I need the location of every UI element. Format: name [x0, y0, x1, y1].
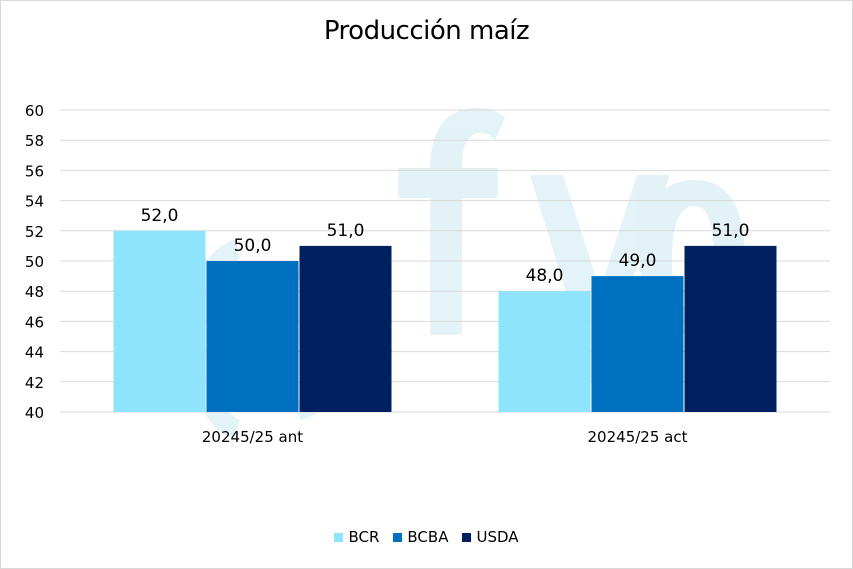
bar-bcba [591, 276, 684, 412]
x-category-label: 20245/25 ant [202, 428, 303, 446]
y-tick-label: 46 [25, 313, 44, 331]
y-tick-label: 56 [25, 162, 44, 180]
legend-item-bcr: BCR [334, 528, 379, 546]
bar-usda [684, 245, 777, 412]
y-tick-label: 44 [25, 344, 44, 362]
y-tick-label: 60 [25, 102, 44, 120]
legend-label: BCBA [407, 528, 449, 546]
legend-item-usda: USDA [462, 528, 519, 546]
y-tick-label: 54 [25, 193, 44, 211]
data-label: 48,0 [526, 266, 564, 286]
legend-item-bcba: BCBA [393, 528, 448, 546]
data-label: 52,0 [141, 206, 179, 226]
chart-title: Producción maíz [323, 16, 530, 46]
data-label: 49,0 [619, 251, 657, 271]
y-tick-label: 48 [25, 283, 44, 301]
data-label: 50,0 [234, 236, 272, 256]
y-tick-label: 50 [25, 253, 44, 271]
bar-bcr [113, 230, 206, 412]
y-tick-label: 58 [25, 132, 44, 150]
bar-usda [299, 245, 392, 412]
x-category-label: 20245/25 act [588, 428, 688, 446]
y-tick-label: 40 [25, 404, 44, 422]
data-label: 51,0 [712, 221, 750, 241]
y-tick-label: 42 [25, 374, 44, 392]
chart-legend: BCR BCBA USDA [0, 528, 853, 546]
legend-swatch [393, 532, 403, 542]
legend-swatch [462, 532, 472, 542]
data-label: 51,0 [327, 221, 365, 241]
bar-bcba [206, 261, 299, 412]
y-tick-label: 52 [25, 223, 44, 241]
legend-label: USDA [476, 528, 519, 546]
legend-swatch [334, 532, 344, 542]
bar-bcr [498, 291, 591, 412]
legend-label: BCR [348, 528, 380, 546]
